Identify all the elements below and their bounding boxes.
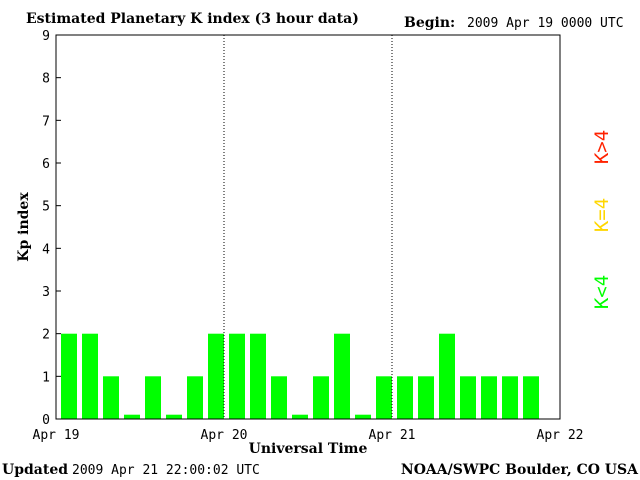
kp-bar <box>334 333 350 419</box>
y-tick-label: 9 <box>42 29 50 44</box>
legend-k-equal-4: K=4 <box>591 198 613 232</box>
kp-bar <box>271 376 287 419</box>
kp-bar <box>208 333 224 419</box>
bars-group <box>61 333 539 419</box>
source-credit: NOAA/SWPC Boulder, CO USA <box>401 462 639 478</box>
kp-bar <box>229 333 245 419</box>
y-tick-label: 8 <box>42 72 50 87</box>
y-tick-label: 5 <box>42 200 50 215</box>
kp-bar <box>397 376 413 419</box>
chart-title: Estimated Planetary K index (3 hour data… <box>26 11 359 27</box>
day-dividers <box>223 35 393 419</box>
kp-bar <box>481 376 497 419</box>
kp-bar <box>439 333 455 419</box>
kp-bar <box>523 376 539 419</box>
updated-label: Updated <box>2 462 68 478</box>
x-axis-label: Universal Time <box>249 441 368 457</box>
y-axis-label: Kp index <box>16 192 32 262</box>
y-tick-label: 3 <box>42 285 50 300</box>
begin-label: Begin: <box>404 15 455 31</box>
x-tick-label: Apr 21 <box>369 428 416 443</box>
kp-bar <box>124 414 140 419</box>
legend-k-less-4: K<4 <box>591 275 613 309</box>
kp-bar <box>61 333 77 419</box>
legend: K<4 K=4 K>4 <box>591 130 613 309</box>
y-tick-label: 0 <box>42 413 50 428</box>
y-tick-label: 7 <box>42 114 50 129</box>
legend-k-greater-4: K>4 <box>591 130 613 164</box>
kp-bar <box>292 414 308 419</box>
begin-value: 2009 Apr 19 0000 UTC <box>467 16 624 31</box>
kp-bar <box>418 376 434 419</box>
kp-bar <box>250 333 266 419</box>
kp-bar <box>187 376 203 419</box>
y-tick-label: 1 <box>42 370 50 385</box>
y-axis-ticks: 0 1 2 3 4 5 6 7 8 9 <box>42 29 61 428</box>
kp-bar <box>103 376 119 419</box>
kp-bar <box>460 376 476 419</box>
kp-bar <box>502 376 518 419</box>
kp-bar <box>313 376 329 419</box>
y-tick-label: 2 <box>42 328 50 343</box>
x-tick-label: Apr 19 <box>33 428 80 443</box>
x-tick-label: Apr 20 <box>201 428 248 443</box>
kp-bar <box>166 414 182 419</box>
kp-bar <box>376 376 392 419</box>
x-tick-label: Apr 22 <box>537 428 584 443</box>
x-axis-ticks: Apr 19 Apr 20 Apr 21 Apr 22 <box>33 428 584 443</box>
kp-bar <box>145 376 161 419</box>
kp-bar <box>355 414 371 419</box>
y-tick-label: 4 <box>42 242 50 257</box>
kp-bar <box>82 333 98 419</box>
plot-frame <box>55 34 561 420</box>
updated-value: 2009 Apr 21 22:00:02 UTC <box>72 463 260 478</box>
y-tick-label: 6 <box>42 157 50 172</box>
